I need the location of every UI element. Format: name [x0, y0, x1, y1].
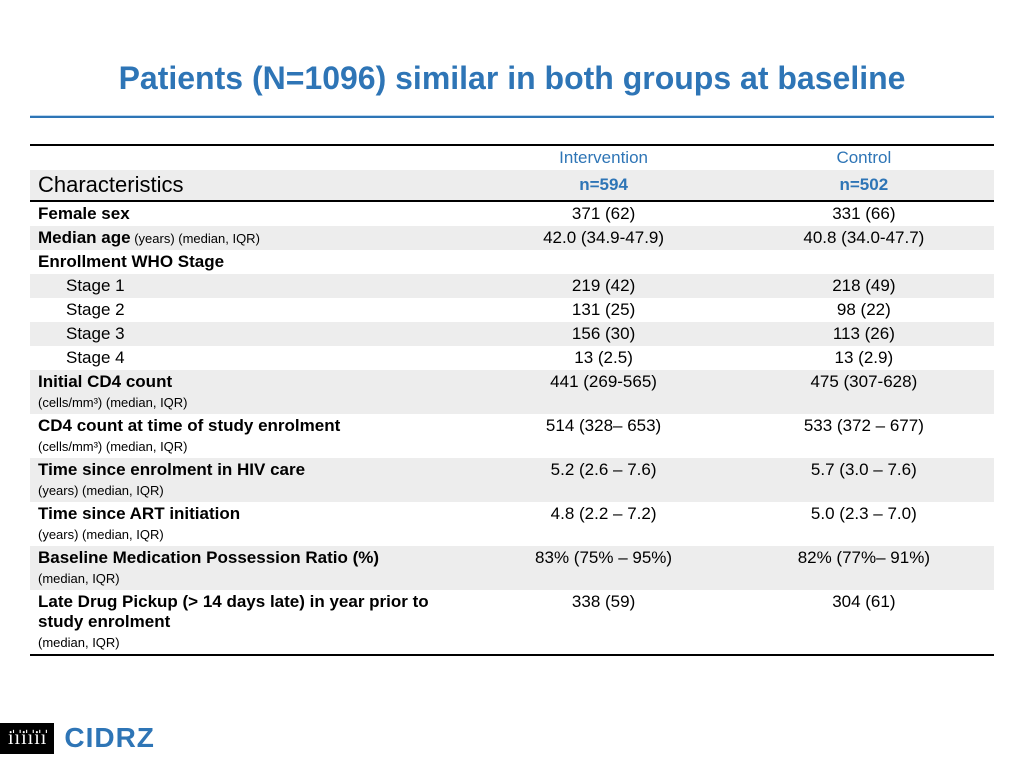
col-intervention-label: Intervention: [473, 145, 733, 170]
page-title: Patients (N=1096) similar in both groups…: [30, 60, 994, 97]
cidrz-logo: i̍ ı̍ i̍ ı̍ i̍ ı̍ CIDRZ: [0, 722, 155, 754]
row-label: Median age (years) (median, IQR): [30, 226, 473, 250]
logo-text: CIDRZ: [64, 722, 155, 754]
col-intervention-n: n=594: [473, 170, 733, 201]
table-row: Time since ART initiation(years) (median…: [30, 502, 994, 546]
row-intervention: 156 (30): [473, 322, 733, 346]
col-control-label: Control: [734, 145, 994, 170]
row-control: 98 (22): [734, 298, 994, 322]
row-control: 218 (49): [734, 274, 994, 298]
row-label: Stage 3: [30, 322, 473, 346]
table-row: Stage 1219 (42)218 (49): [30, 274, 994, 298]
row-intervention: [473, 250, 733, 274]
row-label: CD4 count at time of study enrolment(cel…: [30, 414, 473, 458]
table-row: Late Drug Pickup (> 14 days late) in yea…: [30, 590, 994, 655]
title-divider: [30, 115, 994, 118]
table-row: Initial CD4 count(cells/mm³) (median, IQ…: [30, 370, 994, 414]
row-intervention: 131 (25): [473, 298, 733, 322]
row-control: 475 (307-628): [734, 370, 994, 414]
row-control: 82% (77%– 91%): [734, 546, 994, 590]
row-control: 533 (372 – 677): [734, 414, 994, 458]
table-row: Stage 2131 (25)98 (22): [30, 298, 994, 322]
row-label: Female sex: [30, 201, 473, 226]
row-label: Time since ART initiation(years) (median…: [30, 502, 473, 546]
table-row: Baseline Medication Possession Ratio (%)…: [30, 546, 994, 590]
row-control: 113 (26): [734, 322, 994, 346]
row-intervention: 13 (2.5): [473, 346, 733, 370]
row-label: Stage 2: [30, 298, 473, 322]
row-control: 5.0 (2.3 – 7.0): [734, 502, 994, 546]
table-row: CD4 count at time of study enrolment(cel…: [30, 414, 994, 458]
table-row: Time since enrolment in HIV care(years) …: [30, 458, 994, 502]
row-control: 331 (66): [734, 201, 994, 226]
row-label: Initial CD4 count(cells/mm³) (median, IQ…: [30, 370, 473, 414]
row-intervention: 4.8 (2.2 – 7.2): [473, 502, 733, 546]
row-control: 304 (61): [734, 590, 994, 655]
row-intervention: 441 (269-565): [473, 370, 733, 414]
col-control-n: n=502: [734, 170, 994, 201]
row-intervention: 371 (62): [473, 201, 733, 226]
row-control: [734, 250, 994, 274]
row-intervention: 5.2 (2.6 – 7.6): [473, 458, 733, 502]
row-label: Time since enrolment in HIV care(years) …: [30, 458, 473, 502]
row-control: 13 (2.9): [734, 346, 994, 370]
row-intervention: 42.0 (34.9-47.9): [473, 226, 733, 250]
row-control: 5.7 (3.0 – 7.6): [734, 458, 994, 502]
table-row: Enrollment WHO Stage: [30, 250, 994, 274]
row-label: Baseline Medication Possession Ratio (%)…: [30, 546, 473, 590]
row-intervention: 83% (75% – 95%): [473, 546, 733, 590]
baseline-table: Intervention Control Characteristics n=5…: [30, 144, 994, 656]
table-row: Stage 3156 (30)113 (26): [30, 322, 994, 346]
row-control: 40.8 (34.0-47.7): [734, 226, 994, 250]
row-label: Stage 1: [30, 274, 473, 298]
row-intervention: 514 (328– 653): [473, 414, 733, 458]
row-label: Stage 4: [30, 346, 473, 370]
row-intervention: 338 (59): [473, 590, 733, 655]
row-label: Enrollment WHO Stage: [30, 250, 473, 274]
table-row: Median age (years) (median, IQR)42.0 (34…: [30, 226, 994, 250]
table-row: Female sex371 (62)331 (66): [30, 201, 994, 226]
table-row: Stage 413 (2.5)13 (2.9): [30, 346, 994, 370]
row-label: Late Drug Pickup (> 14 days late) in yea…: [30, 590, 473, 655]
logo-people-icon: i̍ ı̍ i̍ ı̍ i̍ ı̍: [0, 723, 54, 754]
row-intervention: 219 (42): [473, 274, 733, 298]
col-characteristics-label: Characteristics: [30, 170, 473, 201]
